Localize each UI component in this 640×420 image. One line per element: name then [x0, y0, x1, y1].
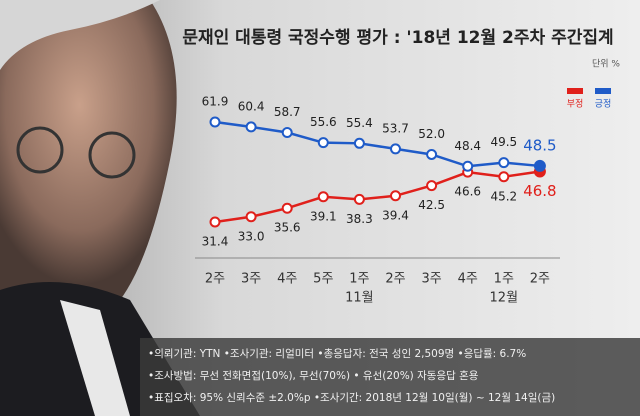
- data-label: 55.6: [310, 115, 337, 129]
- data-point: [245, 121, 257, 133]
- series-line: [214, 120, 541, 168]
- x-tick-label: 5주: [313, 272, 333, 287]
- data-label: 52.0: [418, 127, 445, 141]
- data-point: [390, 190, 401, 202]
- data-label: 48.4: [454, 139, 481, 153]
- unit-label: 단위 %: [592, 59, 620, 70]
- data-label: 55.4: [346, 116, 373, 130]
- data-label: 48.5: [523, 136, 556, 154]
- legend-swatch: [567, 88, 583, 94]
- x-tick-label: 4주: [277, 272, 297, 287]
- legend-swatch: [595, 88, 611, 94]
- data-point: [390, 143, 401, 155]
- x-tick-label: 3주: [421, 272, 441, 287]
- x-tick-label: 1주: [349, 272, 369, 287]
- legend-label: 부정: [567, 99, 584, 110]
- data-point: [353, 193, 365, 205]
- data-label: 33.0: [238, 229, 265, 243]
- data-point: [353, 137, 365, 149]
- x-tick-label: 3주: [241, 272, 261, 287]
- data-point: [317, 137, 329, 149]
- data-label: 58.7: [274, 105, 301, 119]
- series-line: [214, 170, 541, 224]
- data-point: [209, 216, 221, 228]
- notes-box: [140, 338, 640, 416]
- note-line: •의뢰기관: YTN •조사기관: 리얼미터 •총응답자: 전국 성인 2,50…: [148, 348, 526, 360]
- x-tick-label: 2주: [205, 272, 225, 287]
- data-label: 46.8: [523, 182, 556, 200]
- data-label: 60.4: [238, 99, 265, 113]
- data-point: [498, 171, 510, 183]
- x-group-label: 11월: [345, 291, 374, 306]
- data-label: 61.9: [202, 95, 229, 109]
- data-point: [533, 159, 546, 172]
- data-label: 49.5: [490, 135, 517, 149]
- data-point: [498, 157, 510, 169]
- data-point: [462, 160, 474, 172]
- data-point: [281, 126, 293, 138]
- data-label: 39.4: [382, 208, 409, 222]
- data-label: 42.5: [418, 198, 445, 212]
- data-label: 45.2: [490, 189, 517, 203]
- data-label: 35.6: [274, 221, 301, 235]
- legend-label: 긍정: [595, 99, 612, 110]
- data-label: 39.1: [310, 209, 337, 223]
- data-point: [209, 116, 221, 128]
- data-label: 53.7: [382, 121, 409, 135]
- x-tick-label: 1주: [494, 272, 514, 287]
- x-group-label: 12월: [490, 291, 519, 306]
- x-tick-label: 2주: [385, 272, 405, 287]
- data-label: 38.3: [346, 212, 373, 226]
- chart-title: 문재인 대통령 국정수행 평가 : '18년 12월 2주차 주간집계: [182, 27, 613, 48]
- note-line: •조사방법: 무선 전화면접(10%), 무선(70%) • 유선(20%) 자…: [148, 369, 479, 382]
- data-point: [317, 191, 329, 203]
- data-label: 46.6: [454, 185, 481, 199]
- data-point: [281, 202, 293, 214]
- data-point: [245, 211, 257, 223]
- data-point: [426, 180, 438, 192]
- note-line: •표집오차: 95% 신뢰수준 ±2.0%p •조사기간: 2018년 12월 …: [148, 391, 555, 404]
- x-tick-label: 4주: [458, 272, 478, 287]
- data-point: [426, 148, 438, 160]
- data-label: 31.4: [202, 235, 229, 249]
- x-tick-label: 2주: [530, 272, 550, 287]
